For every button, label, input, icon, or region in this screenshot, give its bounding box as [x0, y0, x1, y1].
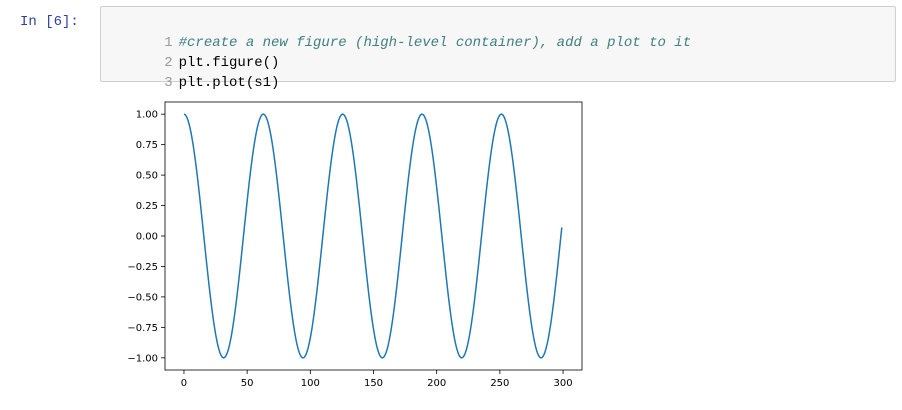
y-tick-label: 0.75 [136, 140, 158, 151]
code-text: plt.figure() [178, 55, 280, 71]
y-tick-label: 0.00 [136, 232, 158, 243]
y-tick-label: −0.75 [127, 323, 158, 334]
x-tick-label: 50 [241, 378, 254, 389]
line-number: 1 [164, 35, 173, 51]
input-prompt: In [6]: [20, 14, 79, 30]
y-tick-label: 0.50 [136, 171, 158, 182]
x-tick-label: 100 [301, 378, 320, 389]
code-cell-input[interactable]: 1 #create a new figure (high-level contai… [100, 6, 896, 91]
code-line: 3 plt.plot(s1) [101, 53, 279, 91]
y-tick-label: −0.50 [127, 292, 158, 303]
code-comment: #create a new figure (high-level contain… [178, 35, 692, 51]
code-text: plt.plot(s1) [178, 75, 280, 91]
x-tick-label: 0 [181, 378, 187, 389]
code-line: 2 plt.figure() [101, 33, 279, 71]
plot-output: 1.00 0.75 0.50 0.25 0.00 −0.25 −0.50 −0.75 −1.00… [0, 90, 620, 410]
y-tick-label: −1.00 [127, 353, 158, 364]
series-line [183, 113, 563, 359]
line-number: 2 [164, 55, 173, 71]
x-tick-label: 200 [427, 378, 446, 389]
line-number: 3 [164, 75, 173, 91]
line-chart: 1.00 0.75 0.50 0.25 0.00 −0.25 −0.50 −0.75 −1.00… [127, 101, 583, 389]
y-tick-label: 0.25 [136, 201, 158, 212]
x-tick-label: 250 [490, 378, 509, 389]
x-tick-label: 150 [364, 378, 383, 389]
x-tick-label: 300 [553, 378, 572, 389]
y-tick-label: 1.00 [136, 110, 158, 121]
y-tick-label: −0.25 [127, 262, 158, 273]
code-line: 1 #create a new figure (high-level contai… [101, 13, 691, 51]
